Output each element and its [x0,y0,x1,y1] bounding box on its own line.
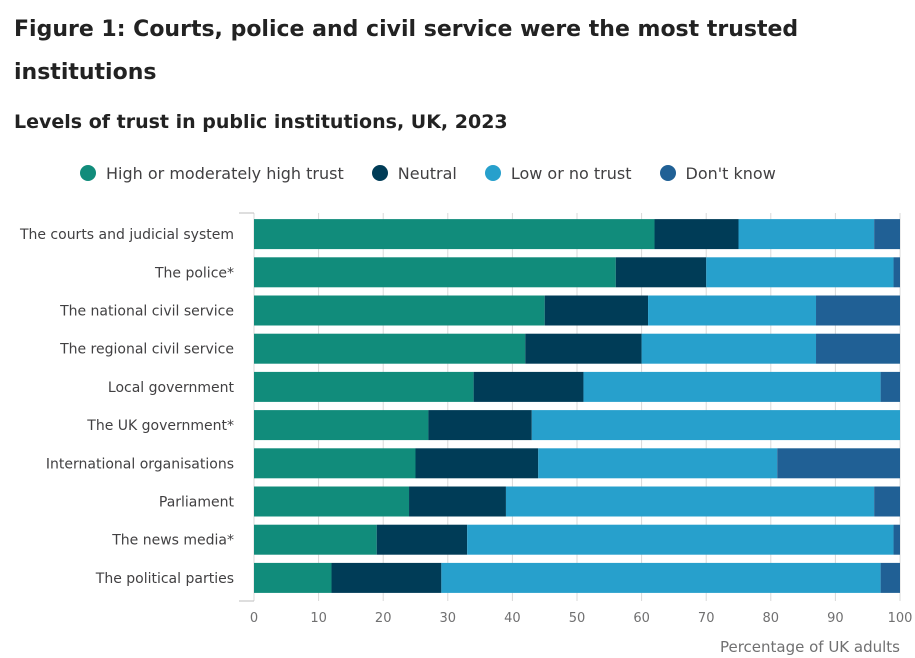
x-tick-label: 30 [440,611,457,626]
x-axis-title: Percentage of UK adults [720,638,900,656]
chart-subtitle: Levels of trust in public institutions, … [14,111,508,133]
category-label: Local government [108,380,235,396]
bar-segment [254,486,410,517]
bar-segment [893,524,900,555]
bar-segment [738,219,875,250]
bar-segment [816,333,900,364]
x-tick-label: 100 [888,611,913,626]
category-label: Parliament [159,495,235,511]
category-label: The police* [154,265,234,281]
legend-swatch [80,165,96,181]
bar-segment [254,295,545,326]
category-label: The regional civil service [59,342,234,358]
bar-segment [254,448,416,479]
bar-segment [816,295,900,326]
x-tick-label: 10 [310,611,327,626]
bar-segment [538,448,778,479]
category-label: International organisations [46,456,234,472]
legend-item-dont-know: Don't know [659,163,776,183]
bar-segment [254,562,332,593]
bar-segment [525,333,642,364]
legend-item-high-trust: High or moderately high trust [80,164,344,183]
category-label: The news media* [111,533,234,549]
x-tick-label: 80 [763,611,780,626]
bar-segment [893,257,900,288]
bar-segment [254,219,655,250]
bar-segment [874,219,900,250]
chart-title: Figure 1: Courts, police and civil servi… [14,17,799,85]
bar-segment [254,410,429,441]
bar-segment [409,486,506,517]
bar-segment [254,257,616,288]
bar-segment [441,562,881,593]
bar-segment [880,371,900,402]
bar-segment [706,257,894,288]
legend-item-neutral: Neutral [371,163,457,183]
category-label: The national civil service [59,304,234,320]
bar-segment [874,486,900,517]
category-label: The courts and judicial system [19,227,234,243]
bar-segment [777,448,900,479]
category-labels: The courts and judicial system The police… [19,227,235,587]
bar-segment [654,219,739,250]
bar-segment [880,562,900,593]
bar-segment [428,410,532,441]
legend-swatch [484,165,501,181]
chart-legend: High or moderately high trust Neutral Lo… [80,160,804,186]
legend-swatch [659,165,676,181]
legend-label: Low or no trust [510,163,632,183]
bar-segment [376,524,468,555]
bar-segment [615,257,707,288]
legend-swatch [371,165,388,181]
bar-segment [544,295,649,326]
bar-segment [648,295,817,326]
bar-segment [583,371,881,402]
x-tick-label: 60 [633,611,650,626]
bar-segment [505,486,875,517]
category-label: The UK government* [86,418,234,434]
legend-label: Neutral [397,163,457,183]
bar-segment [415,448,539,479]
bar-segment [473,371,584,402]
bar-segment [641,333,817,364]
x-tick-label: 40 [504,611,521,626]
bar-segment [331,562,442,593]
bar-segment [254,524,377,555]
bar-segment [531,410,900,441]
x-tick-label: 0 [250,611,258,626]
category-label: The political parties [95,571,234,587]
legend-item-low-trust: Low or no trust [484,163,632,183]
bar-series [254,219,900,593]
legend-label: High or moderately high trust [106,163,344,183]
bar-segment [254,371,474,402]
legend-label: Don't know [685,163,776,183]
x-tick-label: 70 [698,611,715,626]
x-tick-label: 50 [569,611,586,626]
bar-segment [254,333,526,364]
stacked-bar-chart: The courts and judicial system The police… [19,212,913,656]
x-tick-label: 90 [827,611,844,626]
bar-segment [467,524,894,555]
x-axis: 0 10 20 30 40 50 60 70 80 90 100 [239,212,913,626]
x-tick-label: 20 [375,611,392,626]
